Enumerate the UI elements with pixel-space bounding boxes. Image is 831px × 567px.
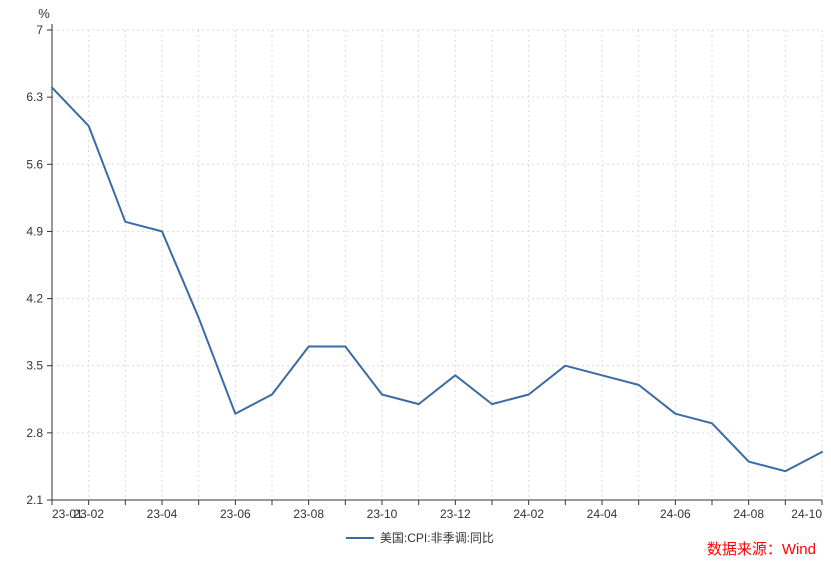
legend-label: 美国:CPI:非季调:同比 bbox=[380, 531, 494, 545]
x-tick-label: 23-08 bbox=[293, 507, 324, 521]
y-tick-label: 6.3 bbox=[26, 90, 43, 104]
y-tick-label: 2.1 bbox=[26, 493, 43, 507]
x-tick-label: 24-04 bbox=[587, 507, 618, 521]
data-source-label: 数据来源：Wind bbox=[707, 538, 816, 559]
x-tick-label: 24-06 bbox=[660, 507, 691, 521]
x-tick-label: 24-10 bbox=[791, 507, 822, 521]
x-tick-label: 24-08 bbox=[733, 507, 764, 521]
y-tick-label: 4.9 bbox=[26, 224, 43, 238]
source-text: 数据来源：Wind bbox=[707, 541, 816, 558]
y-axis-unit: % bbox=[38, 6, 50, 21]
x-tick-label: 23-04 bbox=[147, 507, 178, 521]
line-chart: 2.12.83.54.24.95.66.37%23-0123-0223-0423… bbox=[0, 0, 831, 567]
x-tick-label: 24-02 bbox=[513, 507, 544, 521]
x-tick-label: 23-02 bbox=[73, 507, 104, 521]
x-tick-label: 23-10 bbox=[367, 507, 398, 521]
y-tick-label: 5.6 bbox=[26, 157, 43, 171]
y-tick-label: 7 bbox=[36, 23, 43, 37]
y-tick-label: 2.8 bbox=[26, 426, 43, 440]
y-tick-label: 3.5 bbox=[26, 359, 43, 373]
chart-container: 2.12.83.54.24.95.66.37%23-0123-0223-0423… bbox=[0, 0, 831, 567]
x-tick-label: 23-12 bbox=[440, 507, 471, 521]
y-tick-label: 4.2 bbox=[26, 292, 43, 306]
x-tick-label: 23-06 bbox=[220, 507, 251, 521]
